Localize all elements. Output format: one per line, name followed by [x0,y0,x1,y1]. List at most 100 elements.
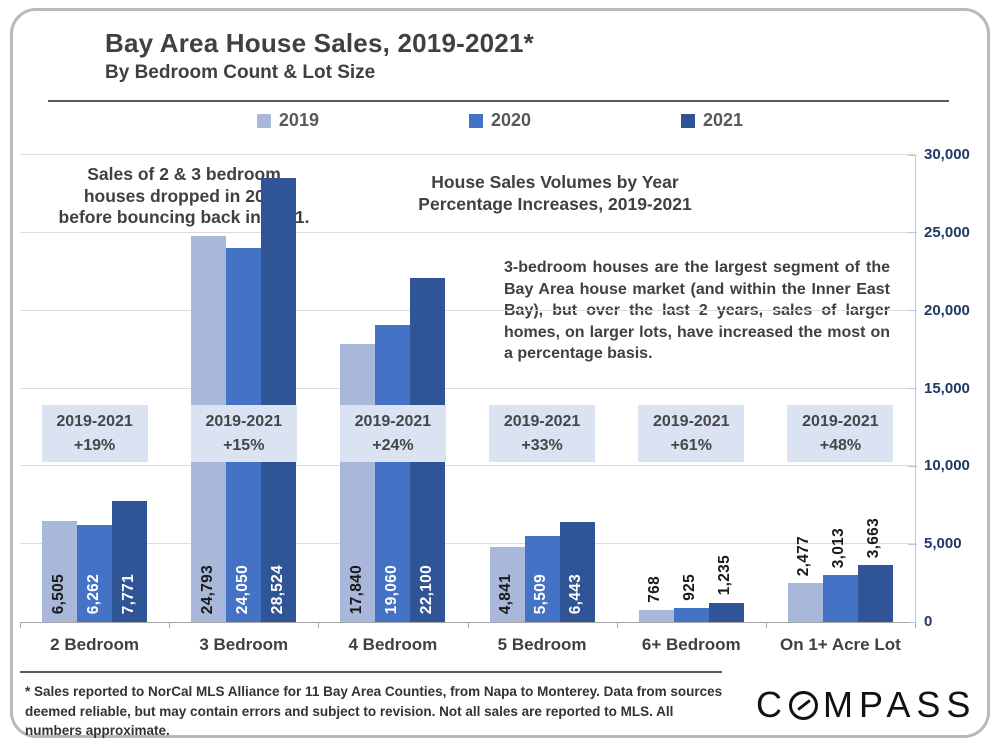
x-axis-tick [318,622,320,628]
compass-needle-icon [796,699,811,711]
x-axis-tick [20,622,21,628]
y-axis-tick-label: 0 [924,613,933,630]
bar-2020-5-bedroom [524,536,560,622]
y-axis-tick [908,543,917,545]
bar-value-label: 28,524 [268,564,286,614]
bar-value-label: 19,060 [382,564,400,614]
legend-label: 2020 [490,110,532,130]
gridline [20,543,915,545]
legend-label: 2021 [703,110,744,130]
bar-2020-6-bedroom [673,607,709,622]
bar-2019-4-bedroom [340,344,376,622]
bar-chart-plot-area: 6,505 6,262 7,771 2 Bedroom 2019-2021 +19% 24,… [20,154,917,654]
bar-2019-5-bedroom [489,546,525,622]
legend-swatch-icon [256,113,271,128]
annotation-right-paragraph: 3-bedroom houses are the largest segment… [504,259,890,363]
x-axis-tick [765,622,767,628]
pct-box-value: +19% [73,436,116,454]
pct-change-box: 2019-2021 +48% [787,405,894,462]
x-axis-baseline [20,622,917,623]
y-axis-tick [908,621,917,623]
annotation-center-heading: House Sales Volumes by Year Percentage I… [418,172,692,214]
pct-box-range-label: 2019-2021 [652,413,730,431]
logo-letter-c: C [756,684,788,725]
bar-2021-on-1-acre-lot [857,564,893,622]
bar-value-label: 925 [681,573,699,601]
compass-o-icon [789,690,818,720]
x-axis-tick [616,622,618,628]
page-title: Bay Area House Sales, 2019-2021* [105,28,534,58]
pct-box-value: +33% [521,436,563,454]
legend-item-2021: 2021 [681,110,743,131]
bar-2021-5-bedroom [559,521,595,622]
bar-value-label: 2,477 [795,536,813,577]
y-axis-tick-label: 25,000 [924,223,970,241]
footnote-text: * Sales reported to NorCal MLS Alliance … [25,684,723,739]
bar-value-label: 7,771 [119,573,137,614]
bar-2021-3-bedroom [261,177,297,622]
bar-value-label: 768 [646,576,664,604]
bar-value-label: 5,509 [532,573,550,614]
pct-change-box: 2019-2021 +15% [190,405,297,462]
gridline [20,465,915,467]
y-axis-tick-label: 30,000 [924,146,970,163]
x-axis-tick [915,622,916,628]
bar-value-label: 6,443 [567,573,585,614]
bar-2020-4-bedroom [375,325,411,622]
bar-value-label: 6,505 [49,573,67,614]
pct-change-box: 2019-2021 +33% [489,405,596,462]
pct-box-range-label: 2019-2021 [56,413,133,431]
x-axis-category-label: 6+ Bedroom [641,635,741,654]
logo-letters-rest: MPASS [823,684,977,725]
x-axis-category-label: 4 Bedroom [348,635,438,654]
chart-legend: 2019 2020 2021 [0,110,1000,131]
gridline [20,387,915,389]
x-axis-category-label: 3 Bedroom [199,635,289,654]
y-axis-tick [908,232,917,234]
pct-change-box: 2019-2021 +61% [638,405,745,462]
bar-2021-2-bedroom [112,501,148,622]
legend-swatch-icon [681,113,696,128]
pct-box-range-label: 2019-2021 [354,413,432,431]
bar-value-label: 3,013 [830,527,848,569]
gridline [20,231,915,233]
title-divider [48,100,949,102]
bar-value-label: 17,840 [347,564,365,614]
bar-2019-on-1-acre-lot [787,583,823,622]
y-axis-tick-label: 10,000 [924,457,970,475]
legend-item-2019: 2019 [256,110,319,131]
bar-value-label: 24,793 [198,564,216,614]
bar-2019-6-bedroom [638,610,674,622]
bar-value-label: 4,841 [497,573,515,614]
pct-box-value: +15% [223,436,265,454]
bar-2019-2-bedroom [42,520,78,622]
y-axis-tick [908,154,917,156]
legend-item-2020: 2020 [468,110,532,131]
y-axis-tick [908,310,917,312]
y-axis-tick-label: 15,000 [924,379,970,397]
footer-divider [20,671,722,673]
y-axis-tick-label: 20,000 [924,301,970,319]
pct-box-value: +48% [819,436,862,454]
x-axis-category-label: 5 Bedroom [497,635,587,654]
bar-value-label: 1,235 [716,555,734,596]
bar-2021-6-bedroom [708,602,744,622]
bar-value-label: 22,100 [417,564,435,614]
pct-box-value: +24% [372,436,414,454]
bar-value-label: 3,663 [865,517,883,558]
compass-logo: C MPASS [756,684,976,726]
y-axis-tick [908,388,917,389]
bar-2020-2-bedroom [77,524,113,622]
bar-2020-on-1-acre-lot [822,575,858,622]
x-axis-tick [169,622,171,628]
legend-label: 2019 [278,110,319,130]
pct-box-range-label: 2019-2021 [503,413,581,431]
legend-swatch-icon [468,113,483,128]
bar-value-label: 24,050 [233,564,251,614]
pct-change-box: 2019-2021 +19% [41,405,148,462]
y-axis-line [915,155,916,624]
pct-box-range-label: 2019-2021 [205,413,282,431]
x-axis-category-label: 2 Bedroom [50,635,139,654]
pct-change-box: 2019-2021 +24% [339,405,446,462]
y-axis-tick-label: 5,000 [924,535,962,553]
